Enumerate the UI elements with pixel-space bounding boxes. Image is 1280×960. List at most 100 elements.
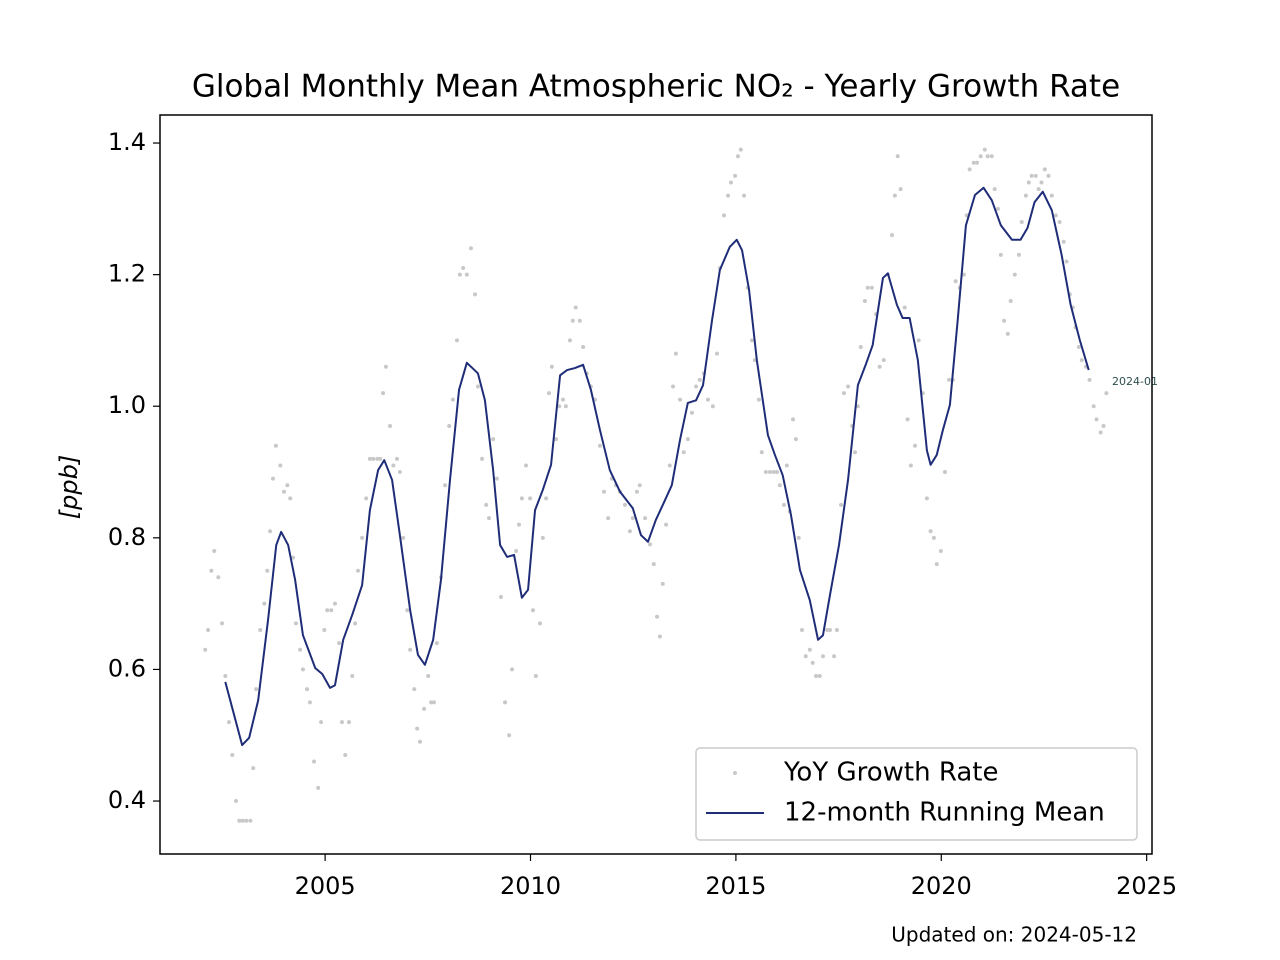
data-point (412, 687, 417, 692)
data-point (756, 397, 761, 402)
data-point (1098, 430, 1103, 435)
data-point (507, 733, 512, 738)
data-point (978, 154, 983, 159)
data-point (694, 384, 699, 389)
data-point (728, 180, 733, 185)
data-point (319, 720, 324, 725)
data-point (381, 391, 386, 396)
data-point (563, 404, 568, 409)
data-point (813, 674, 818, 679)
data-point (573, 305, 578, 310)
data-point (288, 496, 293, 501)
data-point (749, 338, 754, 343)
data-point (726, 193, 731, 198)
data-point (353, 621, 358, 626)
footer: Updated on: 2024-05-12 (891, 923, 1137, 947)
data-point (738, 147, 743, 152)
y-tick-label: 1.2 (108, 260, 146, 288)
data-point (212, 548, 217, 553)
data-point (494, 476, 499, 481)
data-point (820, 654, 825, 659)
data-point (865, 285, 870, 290)
data-point (995, 206, 1000, 211)
data-point (216, 575, 221, 580)
data-point (895, 154, 900, 159)
data-point (651, 562, 656, 567)
data-point (846, 384, 851, 389)
data-point (546, 391, 551, 396)
data-point (316, 785, 321, 790)
data-point (637, 483, 642, 488)
data-point (934, 562, 939, 567)
data-point (468, 246, 473, 251)
data-point (325, 608, 330, 613)
data-point (464, 272, 469, 277)
data-point (475, 384, 480, 389)
data-point (898, 187, 903, 192)
data-point (733, 173, 738, 178)
data-point (827, 627, 832, 632)
data-point (209, 568, 214, 573)
data-point (1012, 272, 1017, 277)
data-point (528, 496, 533, 501)
data-point (947, 377, 952, 382)
data-point (1023, 193, 1028, 198)
data-point (343, 752, 348, 757)
data-point (285, 483, 290, 488)
data-point (401, 535, 406, 540)
data-point (606, 516, 611, 521)
data-point (553, 437, 558, 442)
data-point (781, 502, 786, 507)
data-point (967, 167, 972, 172)
data-point (560, 397, 565, 402)
data-point (355, 568, 360, 573)
legend-label: YoY Growth Rate (783, 758, 998, 788)
data-point (777, 483, 782, 488)
data-point (405, 608, 410, 613)
data-point (503, 700, 508, 705)
data-point (905, 417, 910, 422)
data-point (832, 654, 837, 659)
data-point (664, 522, 669, 527)
data-point (790, 417, 795, 422)
data-point (293, 621, 298, 626)
data-point (810, 660, 815, 665)
data-point (447, 423, 452, 428)
data-point (721, 213, 726, 218)
data-point (523, 463, 528, 468)
data-point (839, 502, 844, 507)
plot-frame (159, 114, 1153, 855)
data-point (685, 437, 690, 442)
legend-marker (733, 771, 737, 775)
data-point (510, 667, 515, 672)
data-point (1101, 423, 1106, 428)
data-point (498, 595, 503, 600)
data-point (714, 351, 719, 356)
data-point (869, 285, 874, 290)
data-point (817, 674, 822, 679)
data-point (742, 193, 747, 198)
data-point (825, 627, 830, 632)
data-point (1087, 377, 1092, 382)
annotation: 2024-01 (1112, 375, 1158, 388)
data-point (678, 397, 683, 402)
data-point (337, 641, 342, 646)
x-tick-label: 2020 (911, 872, 972, 900)
data-point (350, 674, 355, 679)
data-point (1026, 180, 1031, 185)
data-point (841, 391, 846, 396)
data-point (1039, 180, 1044, 185)
data-point (1094, 417, 1099, 422)
data-point (240, 818, 245, 823)
running-mean-line (224, 186, 1090, 747)
data-point (648, 542, 653, 547)
data-point (567, 338, 572, 343)
data-point (1036, 187, 1041, 192)
data-point (422, 706, 427, 711)
data-point (557, 404, 562, 409)
data-point (1046, 173, 1051, 178)
x-tick-label: 2025 (1116, 872, 1177, 900)
data-point (689, 410, 694, 415)
legend-box (695, 747, 1138, 841)
